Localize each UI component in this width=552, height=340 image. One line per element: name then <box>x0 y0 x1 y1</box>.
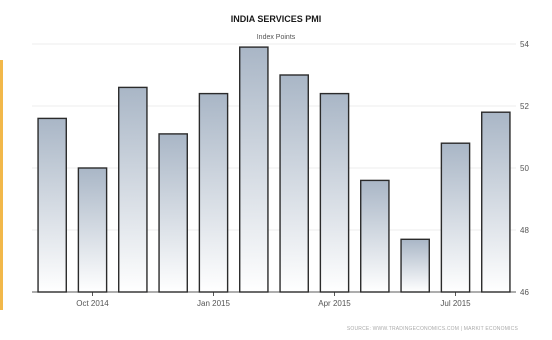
bar <box>360 179 390 293</box>
bar <box>239 46 269 293</box>
x-axis-ticks: Oct 2014 Jan 2015 Apr 2015 Jul 2015 <box>76 292 471 308</box>
bar <box>400 238 430 293</box>
bar <box>37 117 67 293</box>
y-axis-ticks: 46 48 50 52 54 <box>520 40 529 297</box>
bar <box>319 92 350 293</box>
x-tick-label: Jul 2015 <box>440 299 471 308</box>
left-accent-strip <box>0 60 3 310</box>
bar <box>158 133 188 293</box>
y-tick-label: 54 <box>520 40 529 49</box>
y-tick-label: 48 <box>520 226 529 235</box>
bar <box>440 142 471 293</box>
bars <box>37 46 511 293</box>
bar <box>77 167 108 293</box>
bar <box>279 74 309 293</box>
chart-subtitle: Index Points <box>257 34 296 41</box>
chart-title: INDIA SERVICES PMI <box>231 14 322 24</box>
bar <box>481 111 511 293</box>
x-tick-label: Apr 2015 <box>318 299 351 308</box>
source-note: SOURCE: WWW.TRADINGECONOMICS.COM | MARKI… <box>347 326 519 332</box>
y-tick-label: 52 <box>520 102 529 111</box>
x-tick-label: Jan 2015 <box>197 299 230 308</box>
bar <box>198 92 229 293</box>
bar <box>118 86 148 293</box>
x-tick-label: Oct 2014 <box>76 299 109 308</box>
y-tick-label: 50 <box>520 164 529 173</box>
y-tick-label: 46 <box>520 288 529 297</box>
